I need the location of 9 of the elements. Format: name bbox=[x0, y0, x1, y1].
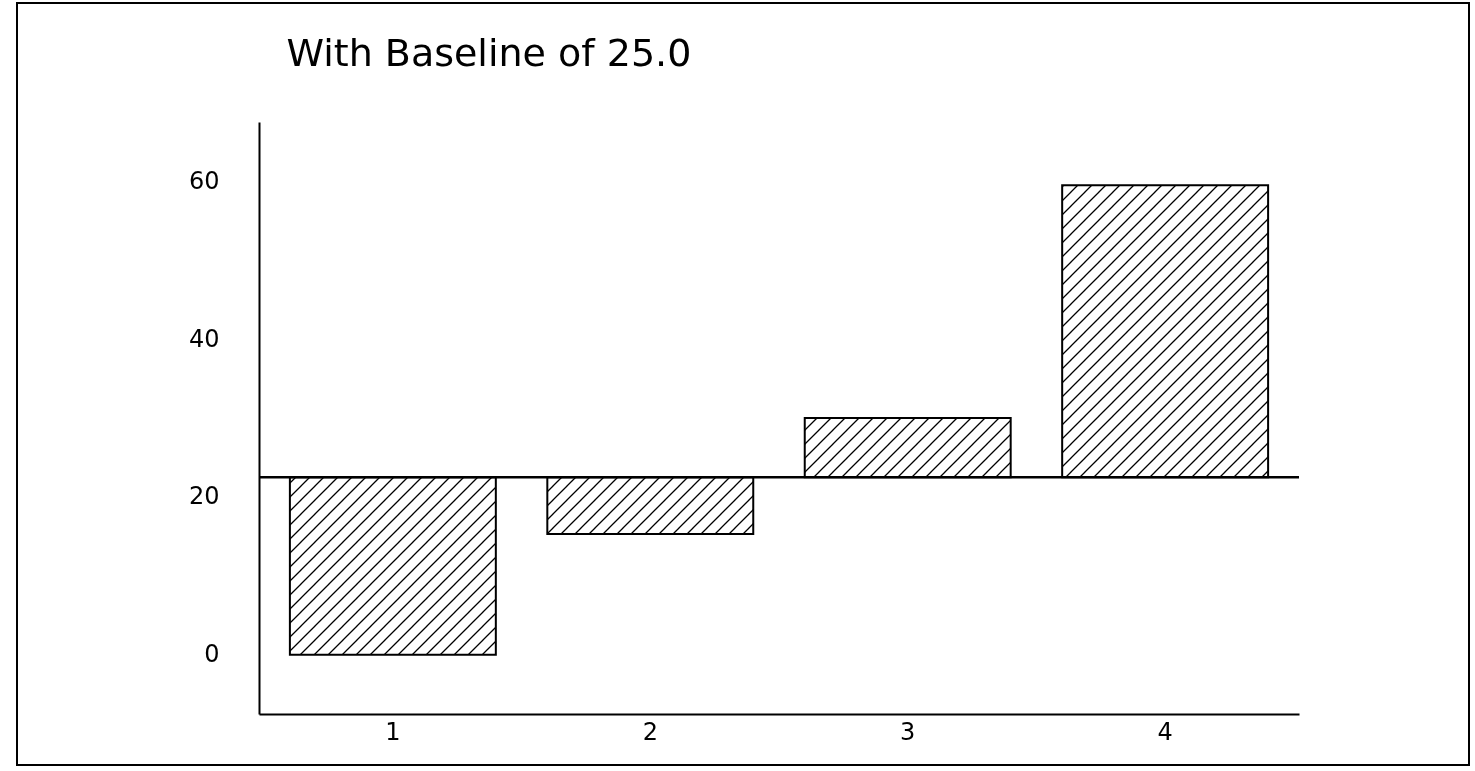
y-tick-label: 60 bbox=[188, 166, 220, 195]
x-tick-label: 2 bbox=[642, 717, 658, 746]
x-tick-label: 4 bbox=[1157, 717, 1173, 746]
x-tick-label: 3 bbox=[900, 717, 916, 746]
y-tick-label: 20 bbox=[188, 482, 220, 511]
x-tick-label: 1 bbox=[385, 717, 401, 746]
y-tick-label: 0 bbox=[204, 640, 220, 669]
chart-title: With Baseline of 25.0 bbox=[286, 31, 692, 75]
y-tick-label: 40 bbox=[188, 324, 220, 353]
